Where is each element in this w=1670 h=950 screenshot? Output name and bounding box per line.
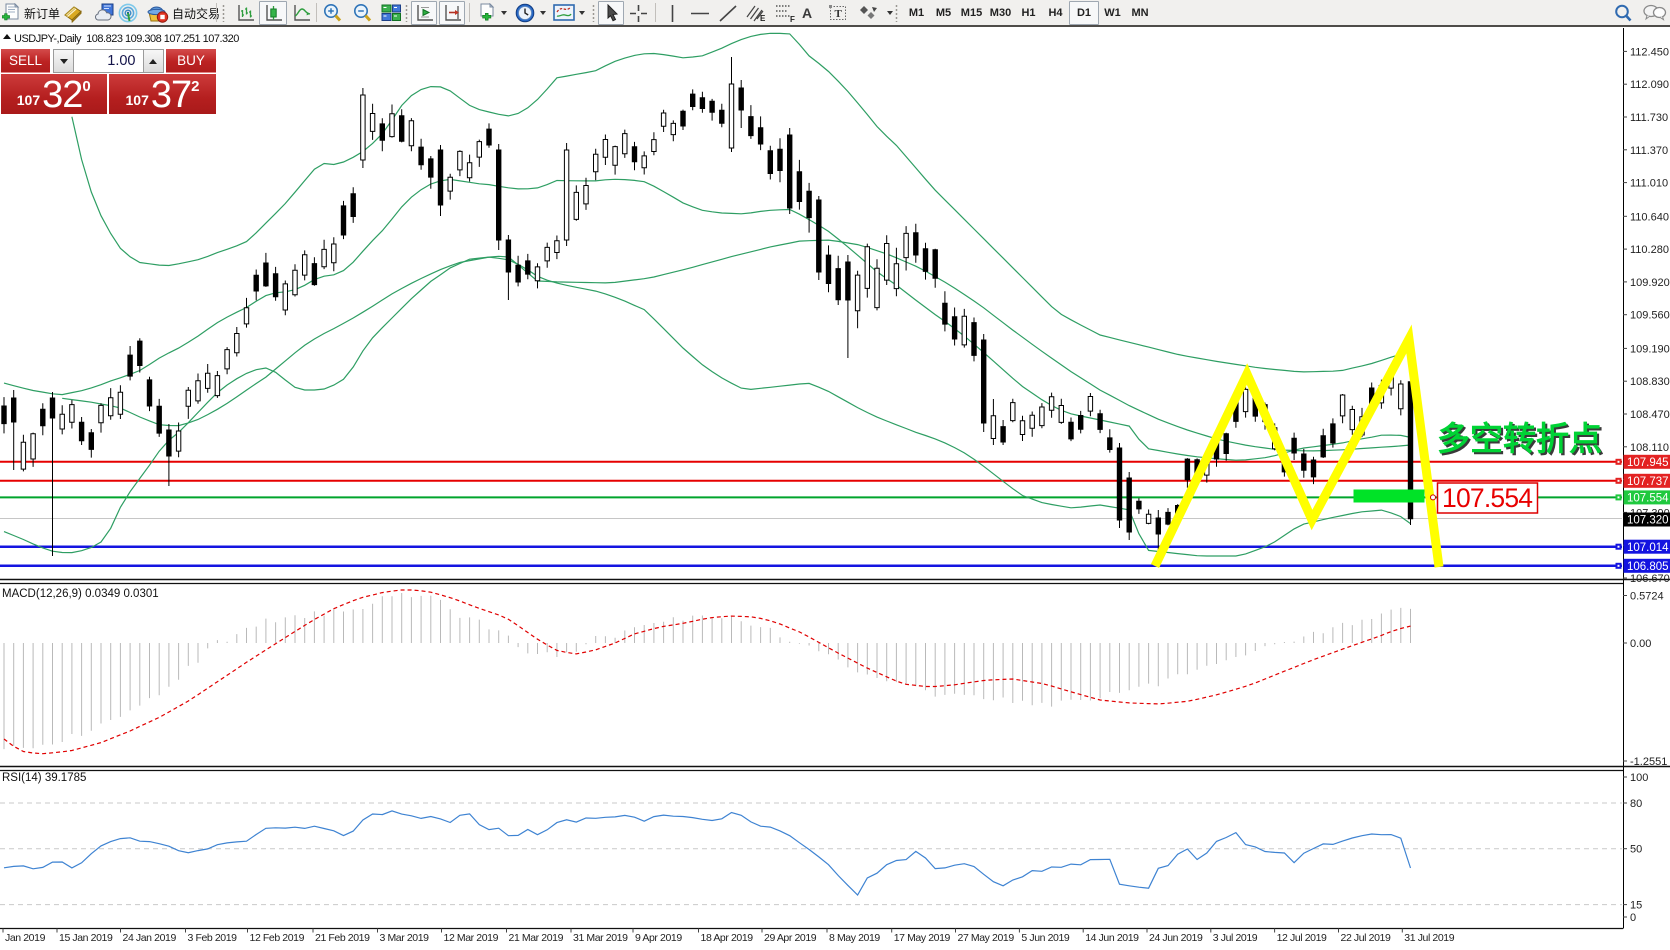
svg-text:107.320: 107.320 <box>1627 515 1669 527</box>
svg-text:8 May 2019: 8 May 2019 <box>829 932 880 944</box>
svg-text:21 Feb 2019: 21 Feb 2019 <box>315 932 370 944</box>
svg-text:14 Jun 2019: 14 Jun 2019 <box>1085 932 1139 944</box>
svg-text:24 Jan 2019: 24 Jan 2019 <box>123 932 177 944</box>
svg-text:E: E <box>760 14 766 23</box>
svg-text:0.5724: 0.5724 <box>1630 591 1664 603</box>
svg-text:110.640: 110.640 <box>1630 211 1669 223</box>
svg-text:106.670: 106.670 <box>1630 573 1670 585</box>
svg-text:107.554: 107.554 <box>1442 483 1532 513</box>
svg-text:107.554: 107.554 <box>1627 493 1669 505</box>
svg-text:-1.2551: -1.2551 <box>1630 756 1667 768</box>
svg-text:107.014: 107.014 <box>1627 542 1669 554</box>
svg-text:0.00: 0.00 <box>1630 638 1651 650</box>
svg-text:109.920: 109.920 <box>1630 277 1670 289</box>
svg-text:108.110: 108.110 <box>1630 442 1669 454</box>
svg-text:50: 50 <box>1630 844 1642 856</box>
svg-text:21 Mar 2019: 21 Mar 2019 <box>509 932 564 944</box>
svg-text:100: 100 <box>1630 772 1648 784</box>
svg-text:24 Jun 2019: 24 Jun 2019 <box>1149 932 1203 944</box>
svg-text:111.370: 111.370 <box>1630 145 1668 157</box>
svg-text:112.090: 112.090 <box>1630 79 1669 91</box>
svg-text:USDJPY-,Daily 108.823 109.308: USDJPY-,Daily 108.823 109.308 107.251 10… <box>14 33 239 45</box>
svg-text:109.190: 109.190 <box>1630 343 1670 355</box>
svg-text:31 Jul 2019: 31 Jul 2019 <box>1404 932 1454 944</box>
svg-text:109.560: 109.560 <box>1630 310 1670 322</box>
svg-text:9 Apr 2019: 9 Apr 2019 <box>635 932 682 944</box>
svg-text:T: T <box>835 8 843 20</box>
svg-text:5 Jun 2019: 5 Jun 2019 <box>1021 932 1070 944</box>
svg-text:108.470: 108.470 <box>1630 409 1670 421</box>
svg-text:15 Jan 2019: 15 Jan 2019 <box>59 932 113 944</box>
svg-text:31 Mar 2019: 31 Mar 2019 <box>573 932 628 944</box>
svg-text:111.730: 111.730 <box>1630 112 1668 124</box>
svg-text:3 Mar 2019: 3 Mar 2019 <box>380 932 430 944</box>
svg-text:111.010: 111.010 <box>1630 178 1668 190</box>
svg-text:12 Jul 2019: 12 Jul 2019 <box>1277 932 1327 944</box>
svg-text:112.450: 112.450 <box>1630 46 1669 58</box>
svg-text:22 Jul 2019: 22 Jul 2019 <box>1341 932 1391 944</box>
svg-text:3 Feb 2019: 3 Feb 2019 <box>188 932 238 944</box>
svg-text:3 Jul 2019: 3 Jul 2019 <box>1213 932 1258 944</box>
svg-text:29 Apr 2019: 29 Apr 2019 <box>764 932 817 944</box>
svg-text:27 May 2019: 27 May 2019 <box>958 932 1015 944</box>
svg-text:107.737: 107.737 <box>1627 476 1669 488</box>
svg-text:80: 80 <box>1630 798 1642 810</box>
svg-text:12 Mar 2019: 12 Mar 2019 <box>444 932 499 944</box>
svg-text:106.805: 106.805 <box>1627 561 1669 573</box>
svg-text:108.830: 108.830 <box>1630 376 1670 388</box>
svg-text:MACD(12,26,9) 0.0349 0.0301: MACD(12,26,9) 0.0349 0.0301 <box>2 588 159 600</box>
svg-text:15: 15 <box>1630 900 1642 912</box>
svg-text:17 May 2019: 17 May 2019 <box>894 932 951 944</box>
svg-text:F: F <box>790 15 795 23</box>
svg-text:18 Apr 2019: 18 Apr 2019 <box>701 932 754 944</box>
svg-text:107.945: 107.945 <box>1627 457 1669 469</box>
svg-text:12 Feb 2019: 12 Feb 2019 <box>250 932 305 944</box>
svg-text:Jan 2019: Jan 2019 <box>5 932 46 944</box>
svg-text:110.280: 110.280 <box>1630 244 1669 256</box>
svg-text:多空转折点: 多空转折点 <box>1437 420 1602 457</box>
svg-text:0: 0 <box>1630 912 1636 924</box>
svg-text:RSI(14) 39.1785: RSI(14) 39.1785 <box>2 772 86 784</box>
